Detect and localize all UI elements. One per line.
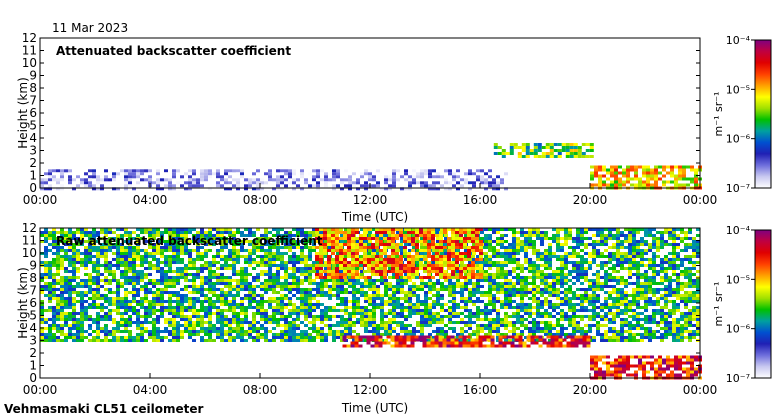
y-tick-label: 10 xyxy=(22,56,37,70)
y-tick-label: 5 xyxy=(29,309,37,323)
y-tick-label: 8 xyxy=(29,271,37,285)
feature-cloud-layer xyxy=(342,335,591,348)
y-tick-label: 11 xyxy=(22,234,37,248)
x-tick-label: 20:00 xyxy=(573,383,608,397)
x-tick-label: 00:00 xyxy=(23,383,58,397)
date-label: 11 Mar 2023 xyxy=(52,21,128,35)
x-axis-label-2: Time (UTC) xyxy=(341,401,408,415)
feature-noise-maximum xyxy=(315,228,483,279)
y-tick-label: 9 xyxy=(29,69,37,83)
colorbar-tick-label: 10⁻⁵ xyxy=(726,83,750,96)
x-tick-label: 00:00 xyxy=(683,193,718,207)
colorbar-ticks-2: 10⁻⁷ 10⁻⁶ 10⁻⁵ 10⁻⁴ xyxy=(726,224,755,385)
feature-descending-layer xyxy=(590,165,702,190)
colorbar-unit-1: m⁻¹ sr⁻¹ xyxy=(712,92,725,137)
x-tick-label: 08:00 xyxy=(243,383,278,397)
colorbar-tick-label: 10⁻⁴ xyxy=(726,34,751,47)
y-tick-label: 11 xyxy=(22,44,37,58)
x-tick-label: 08:00 xyxy=(243,193,278,207)
y-tick-label: 7 xyxy=(29,94,37,108)
y-tick-label: 3 xyxy=(29,334,37,348)
x-tick-label: 00:00 xyxy=(23,193,58,207)
y-tick-label: 9 xyxy=(29,259,37,273)
instrument-footer: Vehmasmaki CL51 ceilometer xyxy=(4,402,204,416)
x-tick-label: 12:00 xyxy=(353,383,388,397)
backscatter-image-2 xyxy=(40,228,702,380)
panel-raw: Raw attenuated backscatter coefficient 0… xyxy=(16,221,717,415)
x-tick-label: 04:00 xyxy=(133,383,168,397)
colorbar-tick-label: 10⁻⁴ xyxy=(726,224,751,237)
feature-near-surface-weak-signal xyxy=(40,169,508,191)
y-axis-label-1: Height (km) xyxy=(16,77,30,148)
panel-title-2: Raw attenuated backscatter coefficient xyxy=(56,234,323,248)
x-tick-label: 00:00 xyxy=(683,383,718,397)
y-tick-label: 12 xyxy=(22,31,37,45)
y-tick-label: 6 xyxy=(29,106,37,120)
x-tick-label: 20:00 xyxy=(573,193,608,207)
y-tick-label: 4 xyxy=(29,131,37,145)
x-tick-label: 04:00 xyxy=(133,193,168,207)
x-ticks-2: 00:00 04:00 08:00 12:00 16:00 20:00 00:00 xyxy=(23,373,718,397)
y-tick-label: 0 xyxy=(29,371,37,385)
colorbar-ticks-1: 10⁻⁷ 10⁻⁶ 10⁻⁵ 10⁻⁴ xyxy=(726,34,755,195)
colorbar-2: 10⁻⁷ 10⁻⁶ 10⁻⁵ 10⁻⁴ m⁻¹ sr⁻¹ xyxy=(712,224,772,385)
x-tick-label: 16:00 xyxy=(463,193,498,207)
panel-attenuated: Attenuated backscatter coefficient 01234… xyxy=(16,31,717,224)
y-tick-label: 5 xyxy=(29,119,37,133)
y-tick-label: 8 xyxy=(29,81,37,95)
colorbar-tick-label: 10⁻⁷ xyxy=(726,182,750,195)
colorbar-tick-label: 10⁻⁶ xyxy=(726,323,751,336)
y-tick-label: 6 xyxy=(29,296,37,310)
colorbar-gradient-2 xyxy=(754,229,772,379)
y-axis-label-2: Height (km) xyxy=(16,267,30,338)
y-tick-label: 10 xyxy=(22,246,37,260)
colorbar-1: 10⁻⁷ 10⁻⁶ 10⁻⁵ 10⁻⁴ m⁻¹ sr⁻¹ xyxy=(712,34,772,195)
feature-cloud-layer xyxy=(493,143,594,158)
colorbar-tick-label: 10⁻⁷ xyxy=(726,372,750,385)
x-axis-label-1: Time (UTC) xyxy=(341,210,408,224)
y-tick-label: 1 xyxy=(29,359,37,373)
colorbar-gradient-1 xyxy=(754,39,772,189)
x-ticks-1: 00:00 04:00 08:00 12:00 16:00 20:00 00:00 xyxy=(23,183,718,207)
x-tick-label: 16:00 xyxy=(463,383,498,397)
y-tick-label: 1 xyxy=(29,169,37,183)
panel-title-1: Attenuated backscatter coefficient xyxy=(56,44,291,58)
plot-area-1 xyxy=(40,38,700,188)
y-tick-label: 2 xyxy=(29,346,37,360)
y-tick-label: 2 xyxy=(29,156,37,170)
y-tick-label: 7 xyxy=(29,284,37,298)
y-tick-label: 4 xyxy=(29,321,37,335)
backscatter-image-1 xyxy=(40,143,702,191)
colorbar-unit-2: m⁻¹ sr⁻¹ xyxy=(712,282,725,327)
colorbar-tick-label: 10⁻⁶ xyxy=(726,133,751,146)
y-tick-label: 0 xyxy=(29,181,37,195)
x-tick-label: 12:00 xyxy=(353,193,388,207)
colorbar-tick-label: 10⁻⁵ xyxy=(726,273,750,286)
y-tick-label: 3 xyxy=(29,144,37,158)
y-tick-label: 12 xyxy=(22,221,37,235)
